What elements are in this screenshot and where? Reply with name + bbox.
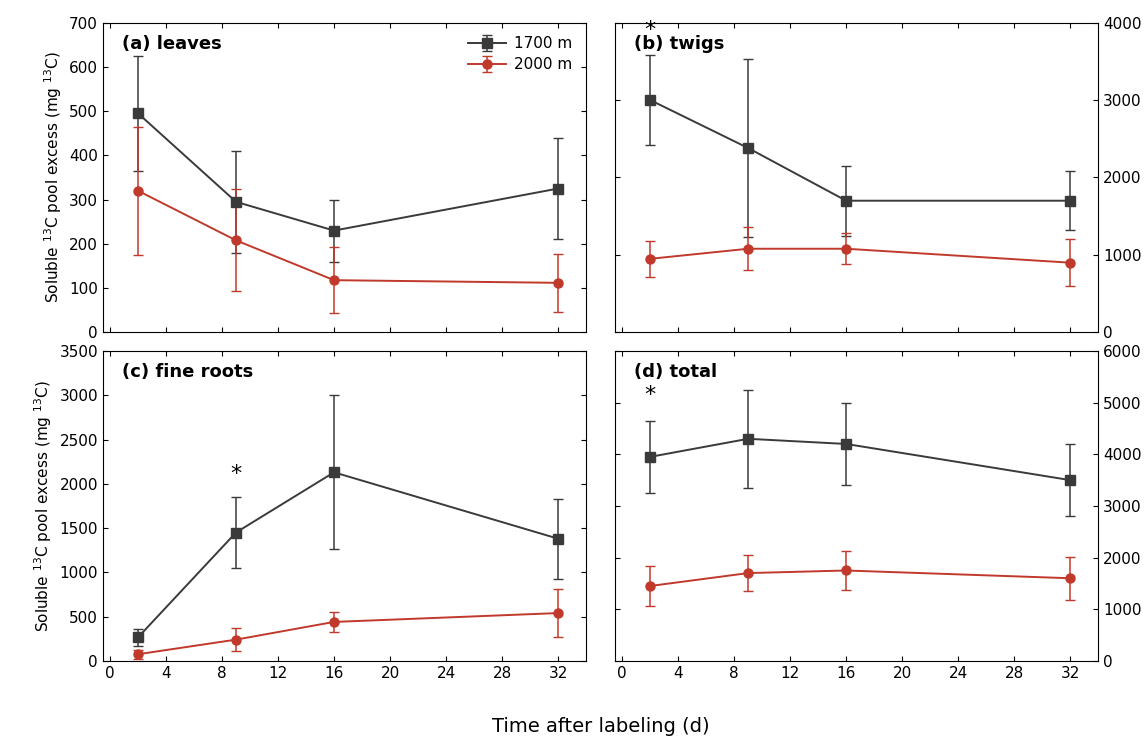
Text: *: * xyxy=(644,385,656,406)
Text: (b) twigs: (b) twigs xyxy=(635,35,725,53)
Text: (a) leaves: (a) leaves xyxy=(122,35,222,53)
Text: (d) total: (d) total xyxy=(635,363,717,382)
Text: *: * xyxy=(230,464,241,484)
Y-axis label: Soluble $^{13}$C pool excess (mg $^{13}$C): Soluble $^{13}$C pool excess (mg $^{13}$… xyxy=(42,52,64,303)
Text: (c) fine roots: (c) fine roots xyxy=(122,363,254,382)
Y-axis label: Soluble $^{13}$C pool excess (mg $^{13}$C): Soluble $^{13}$C pool excess (mg $^{13}$… xyxy=(32,380,54,632)
Text: Time after labeling (d): Time after labeling (d) xyxy=(492,717,709,736)
Legend: 1700 m, 2000 m: 1700 m, 2000 m xyxy=(462,30,579,79)
Text: *: * xyxy=(644,20,656,40)
